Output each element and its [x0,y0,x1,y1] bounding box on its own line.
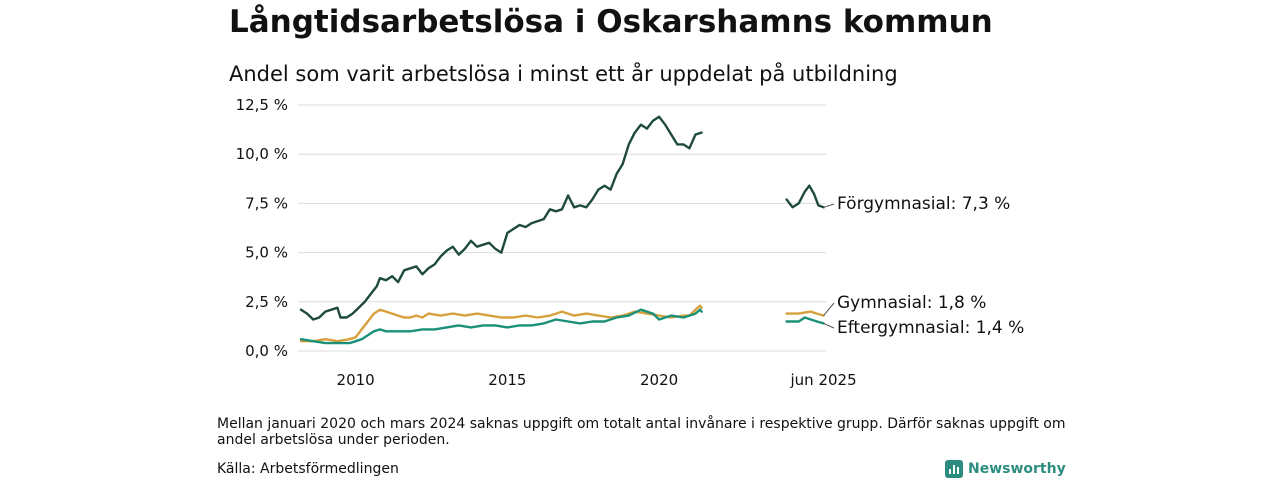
series-end-label: Förgymnasial: 7,3 % [837,194,1010,214]
series-line [299,304,703,343]
source-text: Källa: Arbetsförmedlingen [217,461,399,477]
y-tick-label: 10,0 % [236,145,288,163]
grid-layer [298,104,826,352]
series-line [785,316,825,325]
y-tick-label: 0,0 % [245,342,288,360]
series-line [299,115,703,321]
line-chart: 0,0 % 2,5 % 5,0 % 7,5 % 10,0 % 12,5 % 2010 2015… [236,96,1025,389]
y-tick-label: 5,0 % [245,244,288,262]
series-end-label: Eftergymnasial: 1,4 % [837,318,1024,338]
y-tick-label: 2,5 % [245,293,288,311]
series-label-leader [823,302,835,316]
series-line [299,308,703,345]
newsworthy-logo-icon [945,460,963,478]
chart-note: Mellan januari 2020 och mars 2024 saknas… [217,416,1066,448]
x-tick-label: 2015 [488,371,526,389]
series-layer [299,115,825,345]
series-label-leader [823,322,835,329]
series-end-label: Gymnasial: 1,8 % [837,293,986,313]
chart-subtitle: Andel som varit arbetslösa i minst ett å… [229,62,898,86]
series-label-leader [823,203,835,208]
x-tick-label: 2010 [337,371,375,389]
chart-title: Långtidsarbetslösa i Oskarshamns kommun [229,4,993,40]
brand[interactable]: Newsworthy [945,459,1066,479]
y-tick-label: 7,5 % [245,194,288,212]
x-tick-label: jun 2025 [790,371,857,389]
series-line [785,184,825,209]
series-line [785,310,825,317]
brand-name: Newsworthy [968,461,1066,477]
y-tick-label: 12,5 % [236,96,288,114]
label-layer: 0,0 % 2,5 % 5,0 % 7,5 % 10,0 % 12,5 % 2010 2015… [236,96,1025,389]
x-tick-label: 2020 [640,371,678,389]
